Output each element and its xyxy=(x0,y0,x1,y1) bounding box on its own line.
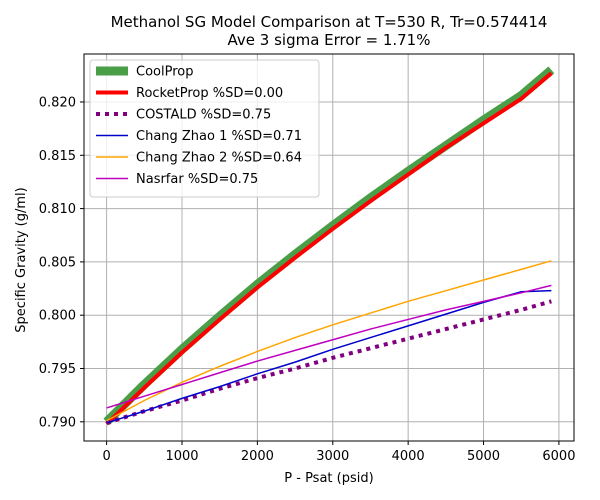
x-axis-label: P - Psat (psid) xyxy=(284,471,373,486)
series-layer xyxy=(103,66,555,426)
y-axis-label: Specific Gravity (g/ml) xyxy=(14,187,29,332)
series-line-4 xyxy=(106,260,552,422)
series-line-5 xyxy=(106,284,552,409)
x-tick-label: 0 xyxy=(102,449,110,464)
legend-label-3: Chang Zhao 1 %SD=0.71 xyxy=(136,129,302,144)
legend-label-2: COSTALD %SD=0.75 xyxy=(136,108,271,123)
legend-label-5: Nasrfar %SD=0.75 xyxy=(136,172,258,187)
legend: CoolProp RocketProp %SD=0.00 COSTALD %SD=0… xyxy=(89,59,320,198)
y-tick-label: 0.795 xyxy=(39,362,76,377)
y-tick-label: 0.820 xyxy=(39,95,76,110)
legend-label-4: Chang Zhao 2 %SD=0.64 xyxy=(136,151,302,166)
plot-frame xyxy=(83,53,575,442)
x-tick-label: 4000 xyxy=(392,449,425,464)
x-tick-label: 3000 xyxy=(316,449,349,464)
x-tick-label: 6000 xyxy=(542,449,575,464)
x-tick-label: 5000 xyxy=(467,449,500,464)
y-tick-label: 0.810 xyxy=(39,202,76,217)
series-line-2 xyxy=(106,299,552,425)
chart-title-group: Methanol SG Model Comparison at T=530 R,… xyxy=(111,13,548,49)
y-tick-label: 0.805 xyxy=(39,255,76,270)
y-tick-label: 0.800 xyxy=(39,309,76,324)
tick-layer: 0 1000 2000 3000 4000 5000 6000 0.790 0.795 0.800… xyxy=(39,95,576,464)
chart-title-line1: Methanol SG Model Comparison at T=530 R,… xyxy=(111,13,548,31)
legend-label-1: RocketProp %SD=0.00 xyxy=(136,86,283,101)
series-line-1 xyxy=(105,71,553,426)
x-tick-label: 2000 xyxy=(241,449,274,464)
legend-label-0: CoolProp xyxy=(136,65,193,80)
y-tick-label: 0.790 xyxy=(39,415,76,430)
y-tick-label: 0.815 xyxy=(39,149,76,164)
series-line-0 xyxy=(103,66,555,426)
x-tick-label: 1000 xyxy=(165,449,198,464)
chart-title-line2: Ave 3 sigma Error = 1.71% xyxy=(228,31,431,49)
series-line-3 xyxy=(106,289,552,424)
legend-box xyxy=(89,59,320,198)
